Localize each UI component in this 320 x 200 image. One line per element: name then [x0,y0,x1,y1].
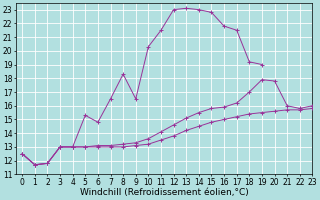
X-axis label: Windchill (Refroidissement éolien,°C): Windchill (Refroidissement éolien,°C) [80,188,249,197]
